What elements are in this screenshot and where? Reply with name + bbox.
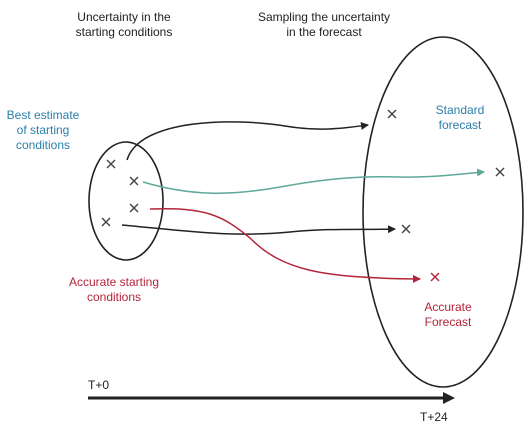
time-start-label: T+0 bbox=[88, 378, 109, 392]
best-estimate-label-line1: Best estimate bbox=[7, 108, 80, 122]
trajectory-standard bbox=[142, 168, 485, 194]
best-estimate-label-line2: of starting bbox=[17, 123, 70, 137]
uncertainty-start-label-line1: Uncertainty in the bbox=[77, 10, 171, 24]
time-end-label: T+24 bbox=[420, 410, 448, 424]
trajectory-middle bbox=[121, 224, 396, 235]
time-axis-arrowhead bbox=[443, 392, 455, 404]
accurate-forecast-label-line1: Accurate bbox=[424, 300, 472, 314]
sampling-label-line2: in the forecast bbox=[286, 25, 362, 39]
trajectory-accurate bbox=[149, 207, 421, 283]
sampling-label-line1: Sampling the uncertainty bbox=[258, 10, 390, 24]
start-marker-2 bbox=[129, 176, 139, 186]
end-marker-middle bbox=[401, 224, 411, 234]
standard-forecast-label-line1: Standard bbox=[436, 103, 485, 117]
uncertainty-start-label-line2: starting conditions bbox=[76, 25, 173, 39]
start-marker-4 bbox=[101, 217, 111, 227]
end-markers bbox=[387, 109, 505, 234]
standard-forecast-label-line2: forecast bbox=[439, 118, 482, 132]
end-marker-standard bbox=[495, 167, 505, 177]
end-marker-top bbox=[387, 109, 397, 119]
accurate-start-label-line2: conditions bbox=[87, 290, 141, 304]
accurate-forecast-label-line2: Forecast bbox=[425, 315, 472, 329]
accurate-start-label-line1: Accurate starting bbox=[69, 275, 159, 289]
end-marker-accurate bbox=[430, 272, 440, 282]
start-marker-1 bbox=[106, 159, 116, 169]
start-marker-3 bbox=[129, 203, 139, 213]
start-markers bbox=[101, 159, 139, 227]
trajectory-top bbox=[126, 121, 369, 161]
forecast-ellipse bbox=[362, 36, 524, 388]
starting-conditions-ellipse bbox=[88, 141, 164, 261]
best-estimate-label-line3: conditions bbox=[16, 138, 70, 152]
